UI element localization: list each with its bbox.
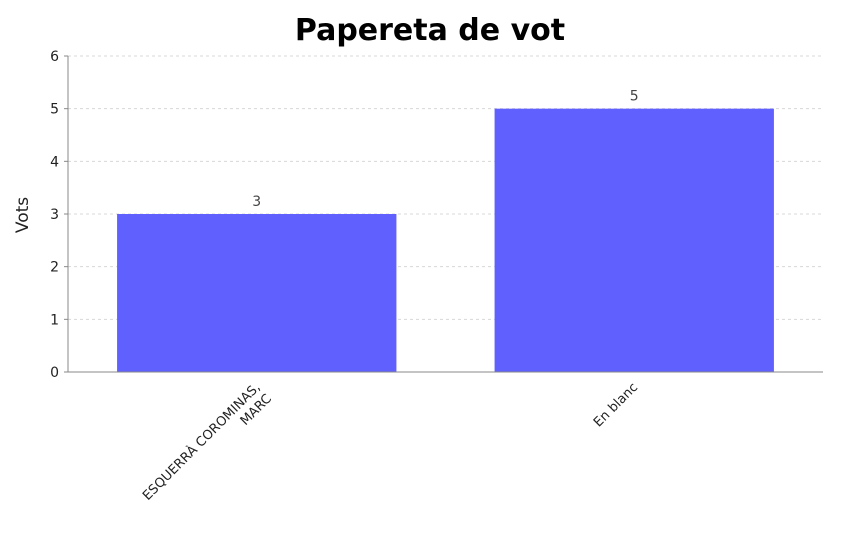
- y-tick-label: 2: [50, 260, 59, 276]
- chart-title: Papereta de vot: [295, 13, 565, 48]
- y-tick-label: 5: [50, 102, 59, 118]
- y-tick-label: 4: [50, 154, 59, 170]
- y-tick-label: 6: [50, 49, 59, 65]
- category-label: ESQUERRÀ COROMINAS,MARC: [139, 380, 274, 515]
- category-label-line: En blanc: [591, 380, 641, 430]
- bar: [495, 109, 774, 372]
- y-tick-label: 0: [50, 365, 59, 381]
- y-axis-label: Vots: [13, 197, 33, 233]
- bar: [117, 214, 396, 372]
- bar-value-label: 5: [630, 89, 639, 105]
- category-labels: ESQUERRÀ COROMINAS,MARC En blanc: [139, 380, 641, 515]
- y-axis-ticks: 0 1 2 3 4 5 6: [50, 49, 68, 381]
- y-tick-label: 3: [50, 207, 59, 223]
- bars: [117, 109, 774, 372]
- category-label-line: ESQUERRÀ COROMINAS,: [139, 380, 263, 504]
- category-label: En blanc: [591, 380, 641, 430]
- bar-value-label: 3: [252, 194, 261, 210]
- y-tick-label: 1: [50, 312, 59, 328]
